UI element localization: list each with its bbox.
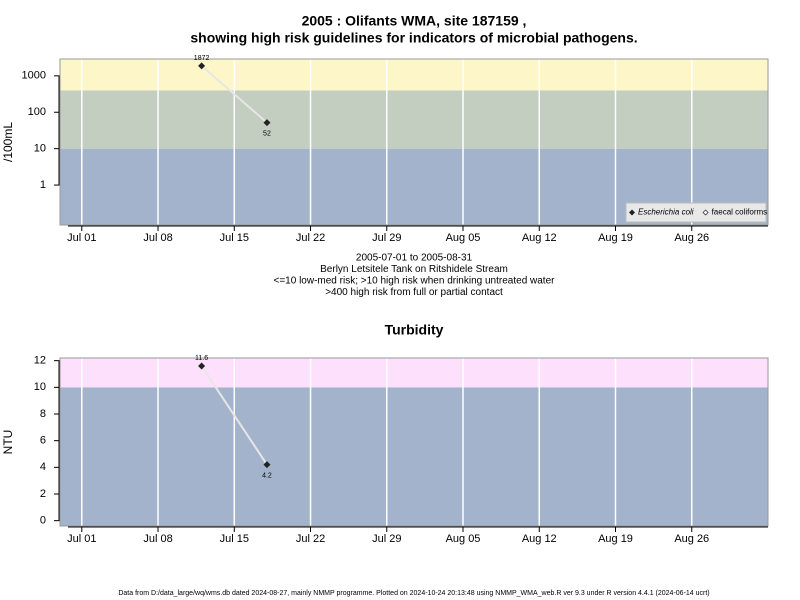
subtitle: 2005-07-01 to 2005-08-31 — [356, 253, 473, 264]
x-tick-label: Aug 26 — [674, 533, 709, 545]
subtitle: Berlyn Letsitele Tank on Ritshidele Stre… — [320, 264, 508, 275]
data-point — [198, 62, 206, 70]
y-tick-label: 8 — [40, 408, 46, 420]
risk-band — [60, 59, 768, 91]
plot-frame — [59, 58, 769, 226]
y-tick-label: 1 — [40, 179, 46, 191]
data-point — [198, 362, 206, 370]
x-tick-label: Jul 29 — [372, 533, 401, 545]
series-line — [200, 65, 268, 124]
x-tick-label: Jul 08 — [143, 232, 172, 244]
x-tick-label: Jul 29 — [372, 232, 401, 244]
y-axis-label: NTU — [1, 430, 15, 455]
data-point — [263, 119, 271, 127]
x-tick-label: Aug 12 — [522, 533, 557, 545]
risk-band — [60, 358, 768, 388]
y-tick-label: 10 — [34, 381, 46, 393]
chart-title: 2005 : Olifants WMA, site 187159 , — [302, 13, 527, 29]
y-tick-label: 6 — [40, 435, 46, 447]
legend-box — [625, 202, 767, 223]
risk-band — [60, 387, 768, 526]
data-point — [263, 461, 271, 469]
x-tick-label: Jul 15 — [220, 533, 249, 545]
risk-band — [60, 90, 768, 149]
x-tick-label: Aug 12 — [522, 232, 557, 244]
legend-label: Escherichia coli — [638, 208, 694, 217]
subtitle: >400 high risk from full or partial cont… — [325, 287, 503, 298]
x-tick-label: Aug 19 — [598, 232, 633, 244]
data-label: 52 — [263, 130, 271, 137]
data-label: 11.6 — [195, 355, 208, 362]
y-tick-label: 0 — [40, 515, 46, 527]
subtitle: <=10 low-med risk; >10 high risk when dr… — [274, 276, 556, 287]
x-tick-label: Aug 05 — [446, 232, 481, 244]
y-axis-label: /100mL — [1, 122, 15, 162]
y-tick-label: 2 — [40, 488, 46, 500]
y-tick-label: 4 — [40, 461, 46, 473]
x-tick-label: Jul 01 — [67, 533, 96, 545]
plot-frame — [59, 357, 769, 527]
y-tick-label: 12 — [34, 355, 46, 367]
chart-title: Turbidity — [385, 322, 444, 338]
footer: Data from D:/data_large/wq/wms.db dated … — [118, 590, 709, 597]
legend-marker — [629, 209, 635, 216]
x-tick-label: Jul 22 — [296, 232, 325, 244]
legend-marker — [702, 209, 709, 216]
x-tick-label: Jul 22 — [296, 533, 325, 545]
y-tick-label: 100 — [28, 106, 46, 118]
x-tick-label: Aug 26 — [674, 232, 709, 244]
x-tick-label: Aug 05 — [446, 533, 481, 545]
x-tick-label: Aug 19 — [598, 533, 633, 545]
chart-title: showing high risk guidelines for indicat… — [190, 30, 637, 46]
data-label: 4.2 — [262, 473, 272, 480]
data-label: 1872 — [194, 55, 210, 62]
x-tick-label: Jul 01 — [67, 232, 96, 244]
y-tick-label: 10 — [34, 143, 46, 155]
series-line — [200, 365, 268, 466]
legend-label: faecal coliforms — [712, 208, 768, 217]
x-tick-label: Jul 15 — [220, 232, 249, 244]
legend: Escherichia coli faecal coliforms — [625, 202, 768, 223]
y-tick-label: 1000 — [22, 70, 46, 82]
x-tick-label: Jul 08 — [143, 533, 172, 545]
